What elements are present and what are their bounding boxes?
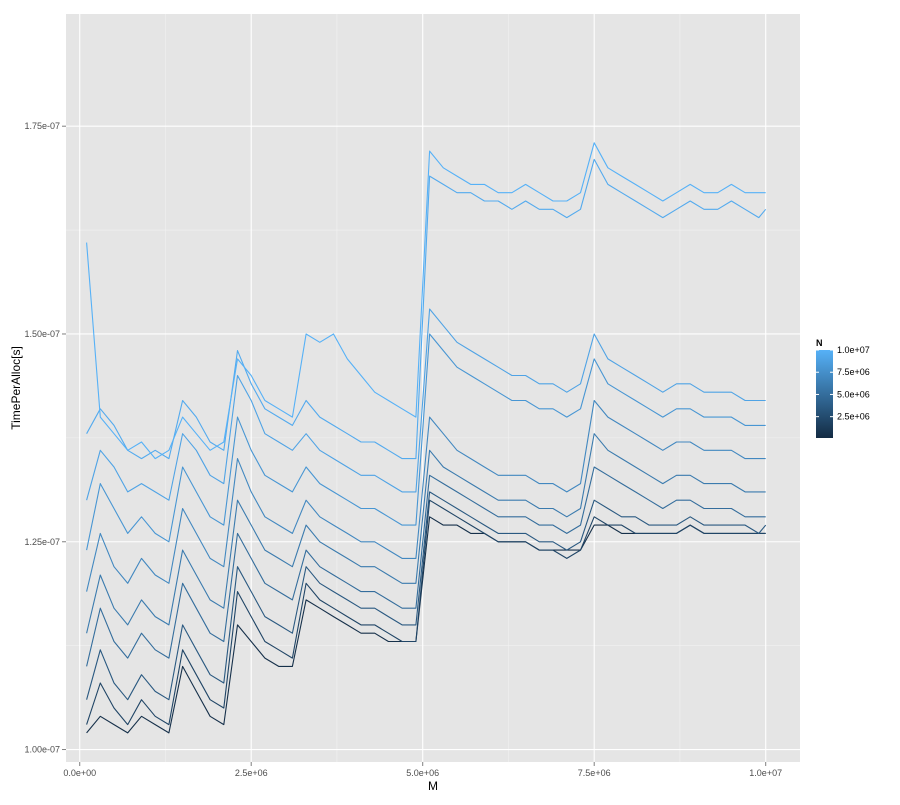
- series-lines: [86, 142, 767, 734]
- y-axis: 1.00e-07 1.25e-07 1.50e-07 1.75e-07: [24, 121, 66, 755]
- legend-break-label-1: 7.5e+06: [837, 367, 870, 377]
- y-tick-label-3: 1.75e-07: [24, 121, 60, 131]
- x-tick-label-1: 2.5e+06: [235, 768, 268, 778]
- x-tick-label-0: 0.0e+00: [63, 768, 96, 778]
- y-axis-label: TimePerAlloc[s]: [9, 346, 23, 430]
- series-line-3: [86, 466, 766, 667]
- color-legend: N 1.0e+07 7.5e+06 5.0e+06 2.5e+06: [816, 338, 870, 438]
- series-line-6: [86, 333, 766, 551]
- minor-gridlines: [66, 14, 800, 762]
- x-axis: 0.0e+00 2.5e+06 5.0e+06 7.5e+06 1.0e+07: [63, 762, 782, 778]
- major-gridlines: [66, 14, 800, 762]
- series-line-2: [86, 491, 767, 701]
- series-line-7: [86, 308, 766, 501]
- legend-breaks: 1.0e+07 7.5e+06 5.0e+06 2.5e+06: [816, 345, 870, 422]
- x-tick-label-4: 1.0e+07: [749, 768, 782, 778]
- y-tick-label-0: 1.00e-07: [24, 745, 60, 755]
- legend-title: N: [816, 338, 823, 348]
- y-tick-label-2: 1.50e-07: [24, 329, 60, 339]
- legend-break-label-3: 2.5e+06: [837, 412, 870, 422]
- series-line-8: [86, 158, 767, 460]
- y-tick-label-1: 1.25e-07: [24, 537, 60, 547]
- x-axis-label: M: [428, 779, 438, 793]
- series-line-4: [86, 433, 766, 634]
- x-tick-label-3: 7.5e+06: [578, 768, 611, 778]
- series-line-1: [86, 499, 766, 726]
- legend-break-label-0: 1.0e+07: [837, 345, 870, 355]
- legend-break-label-2: 5.0e+06: [837, 389, 870, 399]
- x-tick-label-2: 5.0e+06: [406, 768, 439, 778]
- plot-panel: [66, 14, 800, 762]
- legend-colorbar: [816, 350, 833, 438]
- series-line-9: [86, 142, 766, 460]
- series-line-5: [86, 399, 766, 592]
